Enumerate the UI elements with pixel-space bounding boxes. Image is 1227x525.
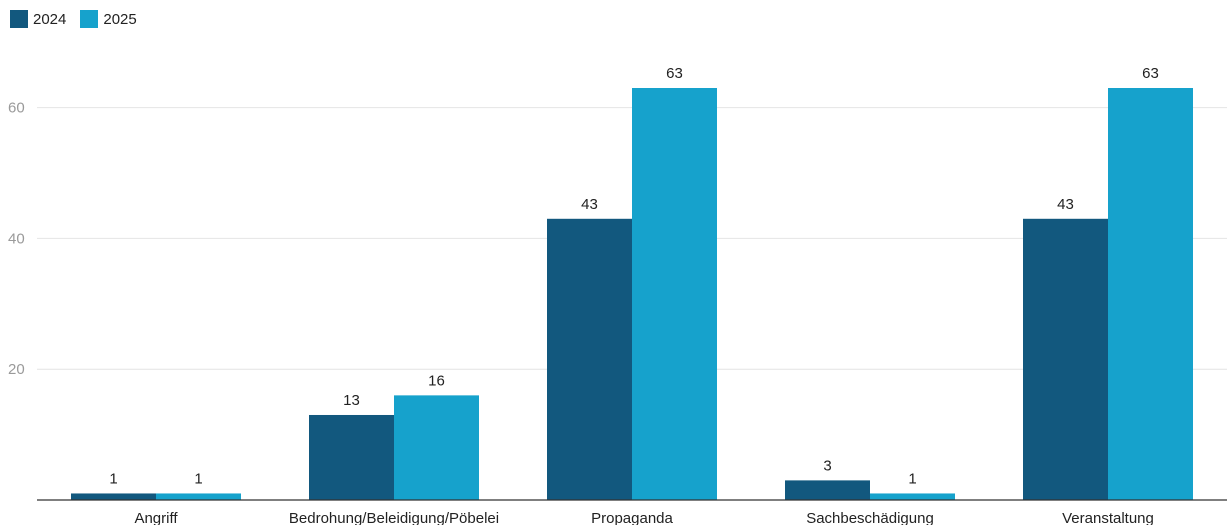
- legend-swatch-2025: [80, 10, 99, 28]
- bar-2025-3: [870, 493, 955, 500]
- value-label-2024-3: 3: [823, 457, 831, 474]
- bars: [71, 88, 1193, 501]
- y-tick-label-60: 60: [8, 100, 25, 117]
- category-label-3: Sachbeschädigung: [806, 510, 934, 525]
- value-label-2025-0: 1: [194, 470, 202, 487]
- legend-label-2024: 2024: [33, 10, 67, 28]
- category-labels: Angriff Bedrohung/Beleidigung/Pöbelei Prop…: [134, 510, 1153, 525]
- value-labels: 1 1 13 16 43 63 3 1 43 63: [109, 65, 1159, 487]
- bar-2024-2: [547, 218, 632, 501]
- value-label-2024-4: 43: [1057, 196, 1074, 213]
- value-label-2025-2: 63: [666, 65, 683, 82]
- legend: 2024 2025: [10, 10, 137, 28]
- category-label-1: Bedrohung/Beleidigung/Pöbelei: [289, 510, 499, 525]
- category-label-2: Propaganda: [591, 510, 673, 525]
- legend-item-2024[interactable]: 2024: [10, 10, 66, 28]
- legend-label-2025: 2025: [103, 10, 137, 28]
- legend-item-2025[interactable]: 2025: [80, 10, 137, 28]
- category-label-0: Angriff: [134, 510, 178, 525]
- value-label-2024-1: 13: [343, 392, 360, 409]
- bar-2025-0: [156, 493, 241, 500]
- bar-2025-2: [632, 88, 717, 500]
- legend-swatch-2024: [10, 10, 28, 28]
- y-axis-ticks: 20 40 60: [8, 100, 25, 379]
- bar-2024-3: [785, 480, 870, 500]
- category-label-4: Veranstaltung: [1062, 510, 1154, 525]
- value-label-2025-4: 63: [1142, 65, 1159, 82]
- bar-2024-1: [309, 414, 394, 500]
- bar-2024-4: [1023, 218, 1108, 501]
- bar-2024-0: [71, 493, 156, 500]
- y-tick-label-40: 40: [8, 230, 25, 247]
- value-label-2024-0: 1: [109, 470, 117, 487]
- value-label-2025-3: 1: [908, 470, 916, 487]
- bar-2025-4: [1108, 88, 1193, 500]
- bar-2025-1: [394, 395, 479, 500]
- y-tick-label-20: 20: [8, 361, 25, 378]
- value-label-2024-2: 43: [581, 196, 598, 213]
- value-label-2025-1: 16: [428, 372, 445, 389]
